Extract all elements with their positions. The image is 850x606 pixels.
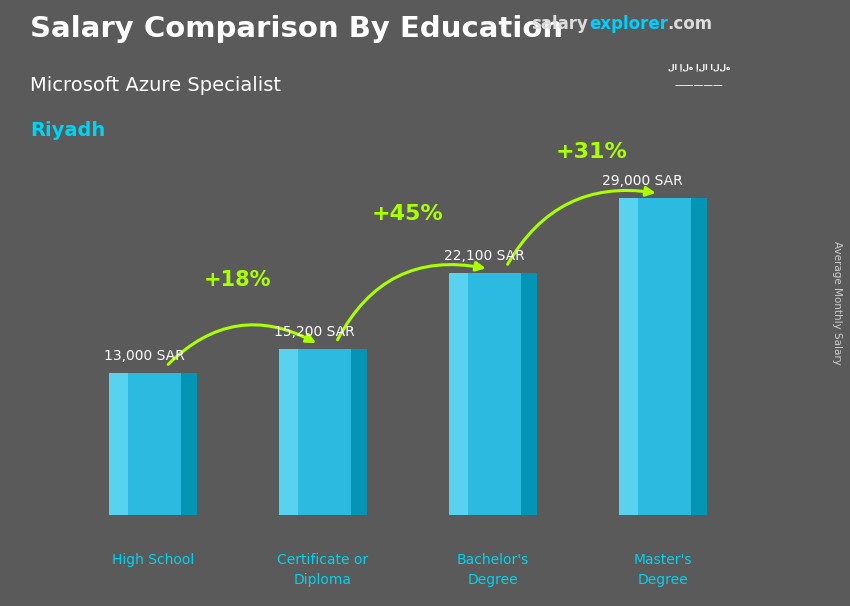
Text: salary: salary	[531, 15, 588, 33]
Text: Certificate or
Diploma: Certificate or Diploma	[277, 553, 369, 587]
Text: explorer: explorer	[589, 15, 668, 33]
Text: Bachelor's
Degree: Bachelor's Degree	[456, 553, 529, 587]
Text: Microsoft Azure Specialist: Microsoft Azure Specialist	[30, 76, 281, 95]
Text: لا إله إلا الله: لا إله إلا الله	[668, 62, 730, 71]
Text: .com: .com	[667, 15, 712, 33]
Bar	[279, 349, 351, 515]
Bar	[449, 273, 521, 515]
Text: 29,000 SAR: 29,000 SAR	[602, 174, 683, 188]
Text: —————: —————	[675, 80, 723, 90]
Bar	[351, 349, 367, 515]
Bar	[619, 198, 691, 515]
Bar	[279, 349, 298, 515]
Bar	[181, 373, 197, 515]
Text: Riyadh: Riyadh	[30, 121, 105, 140]
Bar	[449, 273, 468, 515]
Text: +45%: +45%	[372, 204, 444, 224]
Bar	[691, 198, 707, 515]
Text: 15,200 SAR: 15,200 SAR	[274, 325, 354, 339]
Bar	[521, 273, 537, 515]
Text: Salary Comparison By Education: Salary Comparison By Education	[30, 15, 563, 43]
Text: +31%: +31%	[556, 142, 627, 162]
Text: Master's
Degree: Master's Degree	[634, 553, 692, 587]
Bar	[619, 198, 638, 515]
Text: High School: High School	[112, 553, 194, 567]
Bar	[109, 373, 128, 515]
Text: 22,100 SAR: 22,100 SAR	[444, 250, 524, 264]
Text: Average Monthly Salary: Average Monthly Salary	[832, 241, 842, 365]
Bar	[109, 373, 181, 515]
FancyArrowPatch shape	[168, 325, 313, 364]
Text: +18%: +18%	[204, 270, 272, 290]
FancyArrowPatch shape	[507, 187, 653, 264]
FancyArrowPatch shape	[337, 262, 483, 340]
Text: 13,000 SAR: 13,000 SAR	[104, 349, 184, 363]
